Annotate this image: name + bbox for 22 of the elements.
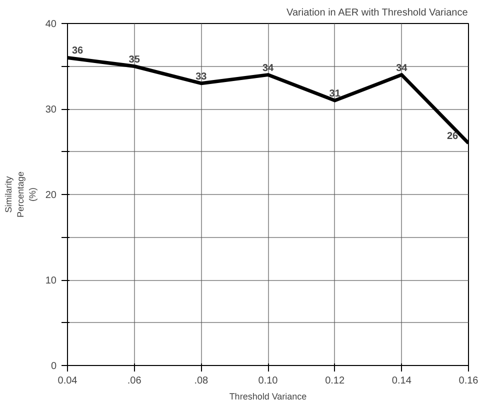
data-label: 26	[446, 131, 458, 142]
data-label: 34	[396, 62, 408, 74]
x-tick-label: .08	[194, 376, 209, 386]
y-tick-label: 0	[50, 361, 57, 372]
y-axis-title: Similarity Percentage (%)	[3, 171, 38, 218]
y-tick-label: 40	[45, 19, 57, 30]
data-label: 36	[72, 46, 84, 57]
x-tick-label: 0.16	[458, 376, 479, 386]
x-tick-label: 0.14	[392, 376, 412, 386]
y-tick-label: 30	[45, 104, 57, 116]
x-tick-label: 0.10	[258, 376, 278, 386]
data-label: 33	[196, 71, 208, 82]
y-tick-label: 10	[45, 276, 57, 286]
data-label: 34	[262, 62, 274, 74]
chart-title: Variation in AER with Threshold Variance	[286, 8, 468, 18]
data-label: 31	[329, 88, 341, 100]
x-axis-title: Threshold Variance	[229, 392, 307, 402]
data-label: 35	[128, 54, 140, 66]
x-tick-label: 0.04	[58, 376, 78, 386]
x-tick-label: .06	[127, 376, 142, 386]
y-tick-label: 20	[45, 190, 57, 201]
x-tick-label: 0.12	[325, 376, 346, 386]
